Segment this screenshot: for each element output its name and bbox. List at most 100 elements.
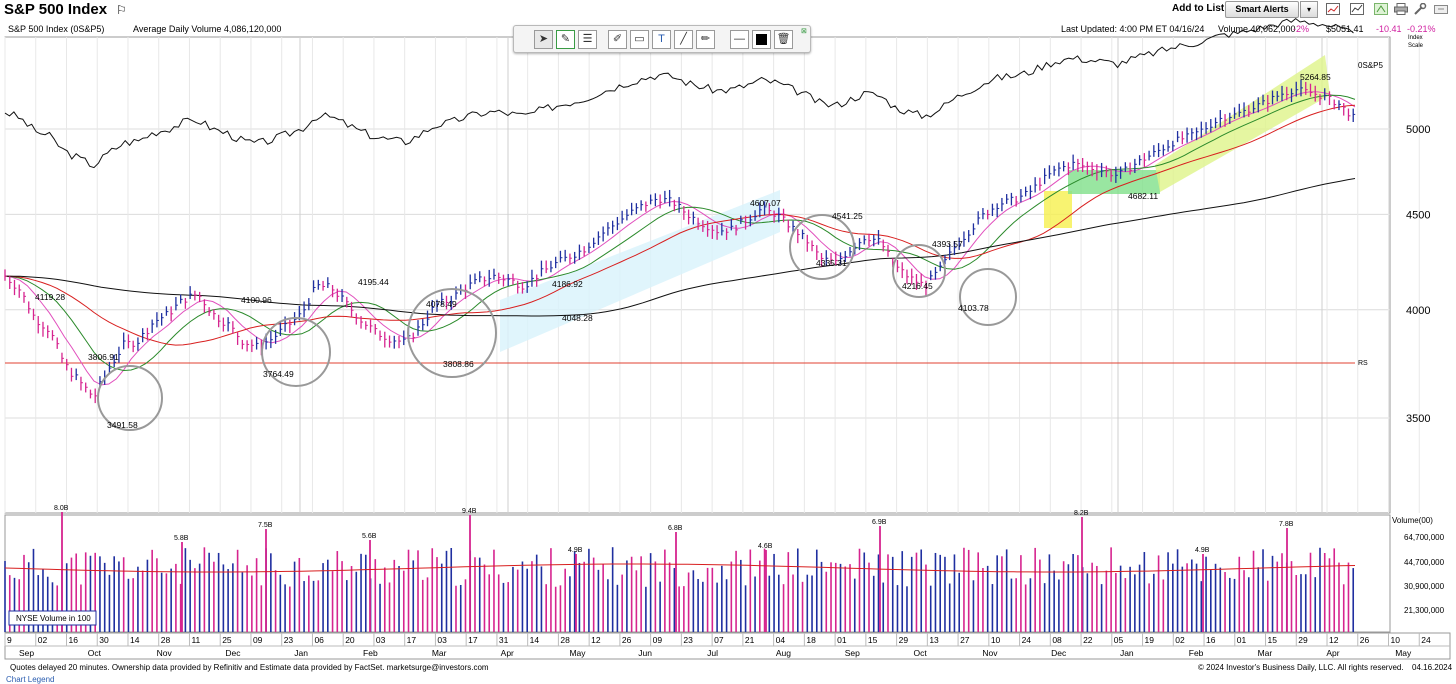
price-annotation: 4607.07	[750, 198, 781, 208]
x-tick-label: 30	[99, 635, 109, 645]
x-tick-label: 03	[437, 635, 447, 645]
x-tick-label: 21	[745, 635, 755, 645]
volume-legend-box	[8, 610, 97, 626]
month-label: Aug	[776, 648, 791, 658]
x-tick-label: 19	[1145, 635, 1155, 645]
volume-average-line	[4, 563, 1356, 573]
volume-spike-label: 8.2B	[1074, 510, 1089, 517]
month-label: Dec	[225, 648, 241, 658]
chart-icon[interactable]	[1350, 3, 1364, 15]
rs-line: 0S&P5	[4, 17, 1383, 169]
line-tool-button[interactable]: ╱	[674, 30, 693, 49]
volume-panel: 8.0B 5.8B 7.5B 5.6B 9.4B 4.9B 6.8B 4.6B 6.9B 8.2B…	[4, 505, 1445, 633]
page-title: S&P 500 Index	[4, 1, 108, 18]
month-label: Jul	[707, 648, 718, 658]
chevron-down-icon[interactable]: ▾	[1300, 1, 1318, 18]
x-tick-label: 31	[499, 635, 509, 645]
draw-toggle-button[interactable]: ✎	[556, 30, 575, 49]
base-circles	[97, 214, 1017, 431]
price-annotation: 4195.44	[358, 277, 389, 287]
x-tick-label: 18	[806, 635, 816, 645]
month-label: Nov	[982, 648, 998, 658]
fill-color-button[interactable]	[752, 30, 771, 49]
volume-change-label: -2%	[1293, 24, 1310, 34]
x-tick-label: 24	[1421, 635, 1431, 645]
x-tick-label: 04	[776, 635, 786, 645]
expand-icon[interactable]	[1374, 3, 1388, 15]
volume-spike-label: 5.6B	[362, 533, 377, 540]
smart-alerts-button[interactable]: Smart Alerts	[1225, 1, 1299, 18]
price-annotations: 4119.28 3806.91 3491.58 4100.96 3764.49 4195.…	[35, 72, 1331, 430]
month-label: Mar	[432, 648, 447, 658]
index-scale-label: Index Scale	[1408, 34, 1423, 50]
footer-date: 04.16.2024	[1412, 663, 1453, 672]
chart-legend-link[interactable]: Chart Legend	[6, 675, 55, 684]
chart-icon[interactable]	[1326, 3, 1340, 15]
month-label: Jan	[294, 648, 308, 658]
paint-tool-button[interactable]: ✐	[608, 30, 627, 49]
x-tick-label: 01	[837, 635, 847, 645]
x-tick-label: 16	[68, 635, 78, 645]
x-tick-label: 09	[253, 635, 263, 645]
text-tool-button[interactable]: T	[652, 30, 671, 49]
x-tick-label: 02	[38, 635, 48, 645]
pointer-tool-button[interactable]: ➤	[534, 30, 553, 49]
x-tick-label: 29	[899, 635, 909, 645]
change-label: -10.41	[1376, 24, 1402, 34]
month-label: Oct	[914, 648, 928, 658]
month-label: May	[1395, 648, 1412, 658]
pencil-tool-button[interactable]: ✏	[696, 30, 715, 49]
x-tick-label: 14	[130, 635, 140, 645]
toolbar-close-icon[interactable]: ⊠	[801, 28, 807, 35]
y-tick-label: 3500	[1406, 413, 1430, 425]
flag-icon[interactable]: ⚐	[116, 3, 127, 17]
x-tick-label: 15	[868, 635, 878, 645]
x-tick-label: 03	[376, 635, 386, 645]
y-tick-label: 4500	[1406, 209, 1430, 221]
expand-icon[interactable]	[1434, 3, 1448, 15]
horizontal-line-tool-button[interactable]: —	[730, 30, 749, 49]
x-tick-label: 28	[560, 635, 570, 645]
price-annotation: 4335.31	[816, 258, 847, 268]
wrench-icon[interactable]	[1413, 2, 1427, 15]
x-tick-label: 27	[960, 635, 970, 645]
volume-spike-label: 4.9B	[1195, 547, 1210, 554]
x-tick-label: 28	[161, 635, 171, 645]
highlight-yellow	[1044, 191, 1072, 228]
base-circle	[892, 244, 946, 298]
highlight-zones: RS	[5, 55, 1368, 367]
base-circle	[407, 288, 497, 378]
x-tick-label: 07	[714, 635, 724, 645]
rectangle-tool-button[interactable]: ▭	[630, 30, 649, 49]
x-tick-label: 12	[591, 635, 601, 645]
price-annotation: 4078.49	[426, 299, 457, 309]
x-tick-label: 16	[1206, 635, 1216, 645]
change-pct-label: -0.21%	[1407, 24, 1436, 34]
price-label: $5051.41	[1326, 24, 1364, 34]
month-label: Nov	[157, 648, 173, 658]
header-bar: S&P 500 Index ⚐ Add to List: Smart Alert…	[0, 0, 1456, 22]
x-tick-label: 01	[1237, 635, 1247, 645]
y-tick-label: 4000	[1406, 305, 1430, 317]
x-tick-label: 22	[1083, 635, 1093, 645]
rs-line-label: 0S&P5	[1358, 61, 1383, 70]
x-tick-label: 25	[222, 635, 232, 645]
add-to-list-label: Add to List:	[1172, 3, 1228, 14]
chart-frame	[4, 36, 1391, 514]
volume-spike-label: 7.5B	[258, 522, 273, 529]
price-annotation: 4100.96	[241, 295, 272, 305]
x-tick-label: 13	[929, 635, 939, 645]
list-tool-button[interactable]: ☰	[578, 30, 597, 49]
price-chart[interactable]: RS 0S&P5 4119.28 3806.91 3491.58 4100.96 376…	[0, 0, 1456, 660]
volume-spike-label: 9.4B	[462, 508, 477, 515]
x-tick-label: 08	[1052, 635, 1062, 645]
volume-tick-label: 44,700,000	[1404, 558, 1445, 567]
volume-spike-label: 6.8B	[668, 525, 683, 532]
price-annotation: 4216.45	[902, 281, 933, 291]
print-icon[interactable]	[1394, 3, 1408, 15]
month-label: Feb	[363, 648, 378, 658]
x-tick-label: 10	[991, 635, 1001, 645]
price-annotation: 4393.57	[932, 239, 963, 249]
price-annotation: 4119.28	[35, 292, 65, 302]
trash-icon[interactable]: 🗑	[774, 30, 793, 49]
